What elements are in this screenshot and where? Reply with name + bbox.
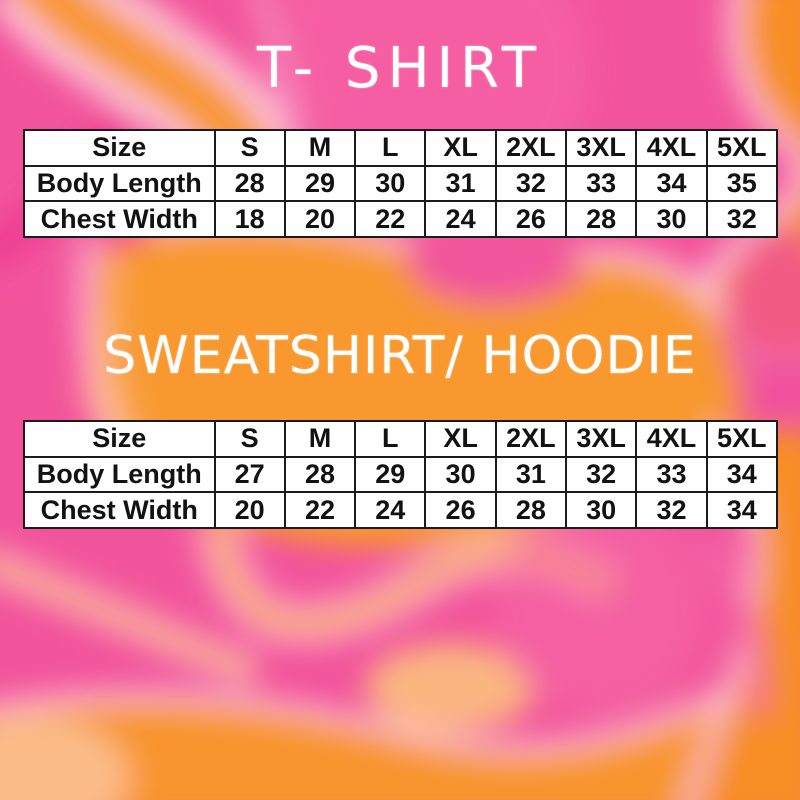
measurement-value-cell: 30 xyxy=(635,200,708,238)
measurement-value-cell: 30 xyxy=(565,491,638,529)
row-label-cell: Body Length xyxy=(23,164,216,203)
measurement-value-cell: 34 xyxy=(635,164,708,203)
measurement-row: Chest Width 20 22 24 26 28 30 32 34 xyxy=(23,491,779,529)
size-header-cell: L xyxy=(354,420,427,458)
measurement-value-cell: 26 xyxy=(494,200,568,238)
measurement-row: Chest Width 18 20 22 24 26 28 30 32 xyxy=(23,200,779,238)
header-row: Size S M L XL 2XL 3XL 4XL 5XL xyxy=(23,420,779,458)
measurement-value-cell: 27 xyxy=(213,455,286,494)
measurement-value-cell: 33 xyxy=(635,455,708,494)
tshirt-section-title: T- SHIRT xyxy=(256,36,544,101)
measurement-value-cell: 20 xyxy=(283,200,357,238)
row-label-cell: Chest Width xyxy=(23,491,216,529)
measurement-value-cell: 18 xyxy=(213,200,286,238)
measurement-value-cell: 32 xyxy=(635,491,708,529)
measurement-value-cell: 32 xyxy=(705,200,779,238)
measurement-row: Body Length 27 28 29 30 31 32 33 34 xyxy=(23,455,779,494)
measurement-value-cell: 28 xyxy=(565,200,638,238)
measurement-row: Body Length 28 29 30 31 32 33 34 35 xyxy=(23,164,779,203)
measurement-value-cell: 26 xyxy=(424,491,497,529)
measurement-value-cell: 30 xyxy=(424,455,497,494)
measurement-value-cell: 24 xyxy=(354,491,427,529)
size-header-cell: M xyxy=(283,420,357,458)
measurement-value-cell: 35 xyxy=(705,164,779,203)
measurement-value-cell: 32 xyxy=(565,455,638,494)
measurement-value-cell: 24 xyxy=(424,200,497,238)
measurement-value-cell: 34 xyxy=(705,491,779,529)
measurement-value-cell: 28 xyxy=(213,164,286,203)
tshirt-size-table: Size S M L XL 2XL 3XL 4XL 5XL Body Length 28 29 30 31… xyxy=(23,129,779,238)
size-header-cell: L xyxy=(354,129,427,167)
size-header-cell: 4XL xyxy=(635,129,708,167)
measurement-value-cell: 28 xyxy=(494,491,568,529)
measurement-value-cell: 33 xyxy=(565,164,638,203)
row-label-cell: Size xyxy=(23,129,216,167)
size-header-cell: 4XL xyxy=(635,420,708,458)
measurement-value-cell: 22 xyxy=(283,491,357,529)
row-label-cell: Size xyxy=(23,420,216,458)
measurement-value-cell: 32 xyxy=(494,164,568,203)
size-header-cell: 2XL xyxy=(494,420,568,458)
size-header-cell: 3XL xyxy=(565,129,638,167)
size-header-cell: S xyxy=(213,129,286,167)
measurement-value-cell: 22 xyxy=(354,200,427,238)
measurement-value-cell: 30 xyxy=(354,164,427,203)
size-header-cell: 5XL xyxy=(705,420,779,458)
sweatshirt-size-table: Size S M L XL 2XL 3XL 4XL 5XL Body Length 27 28 29 30… xyxy=(23,420,779,529)
row-label-cell: Body Length xyxy=(23,455,216,494)
size-header-cell: 2XL xyxy=(494,129,568,167)
sweatshirt-section-title: SWEATSHIRT/ HOODIE xyxy=(103,326,697,386)
measurement-value-cell: 29 xyxy=(283,164,357,203)
measurement-value-cell: 31 xyxy=(494,455,568,494)
measurement-value-cell: 28 xyxy=(283,455,357,494)
size-header-cell: 5XL xyxy=(705,129,779,167)
size-header-cell: 3XL xyxy=(565,420,638,458)
measurement-value-cell: 29 xyxy=(354,455,427,494)
measurement-value-cell: 31 xyxy=(424,164,497,203)
size-header-cell: XL xyxy=(424,129,497,167)
header-row: Size S M L XL 2XL 3XL 4XL 5XL xyxy=(23,129,779,167)
measurement-value-cell: 34 xyxy=(705,455,779,494)
size-header-cell: XL xyxy=(424,420,497,458)
measurement-value-cell: 20 xyxy=(213,491,286,529)
size-header-cell: S xyxy=(213,420,286,458)
row-label-cell: Chest Width xyxy=(23,200,216,238)
size-header-cell: M xyxy=(283,129,357,167)
